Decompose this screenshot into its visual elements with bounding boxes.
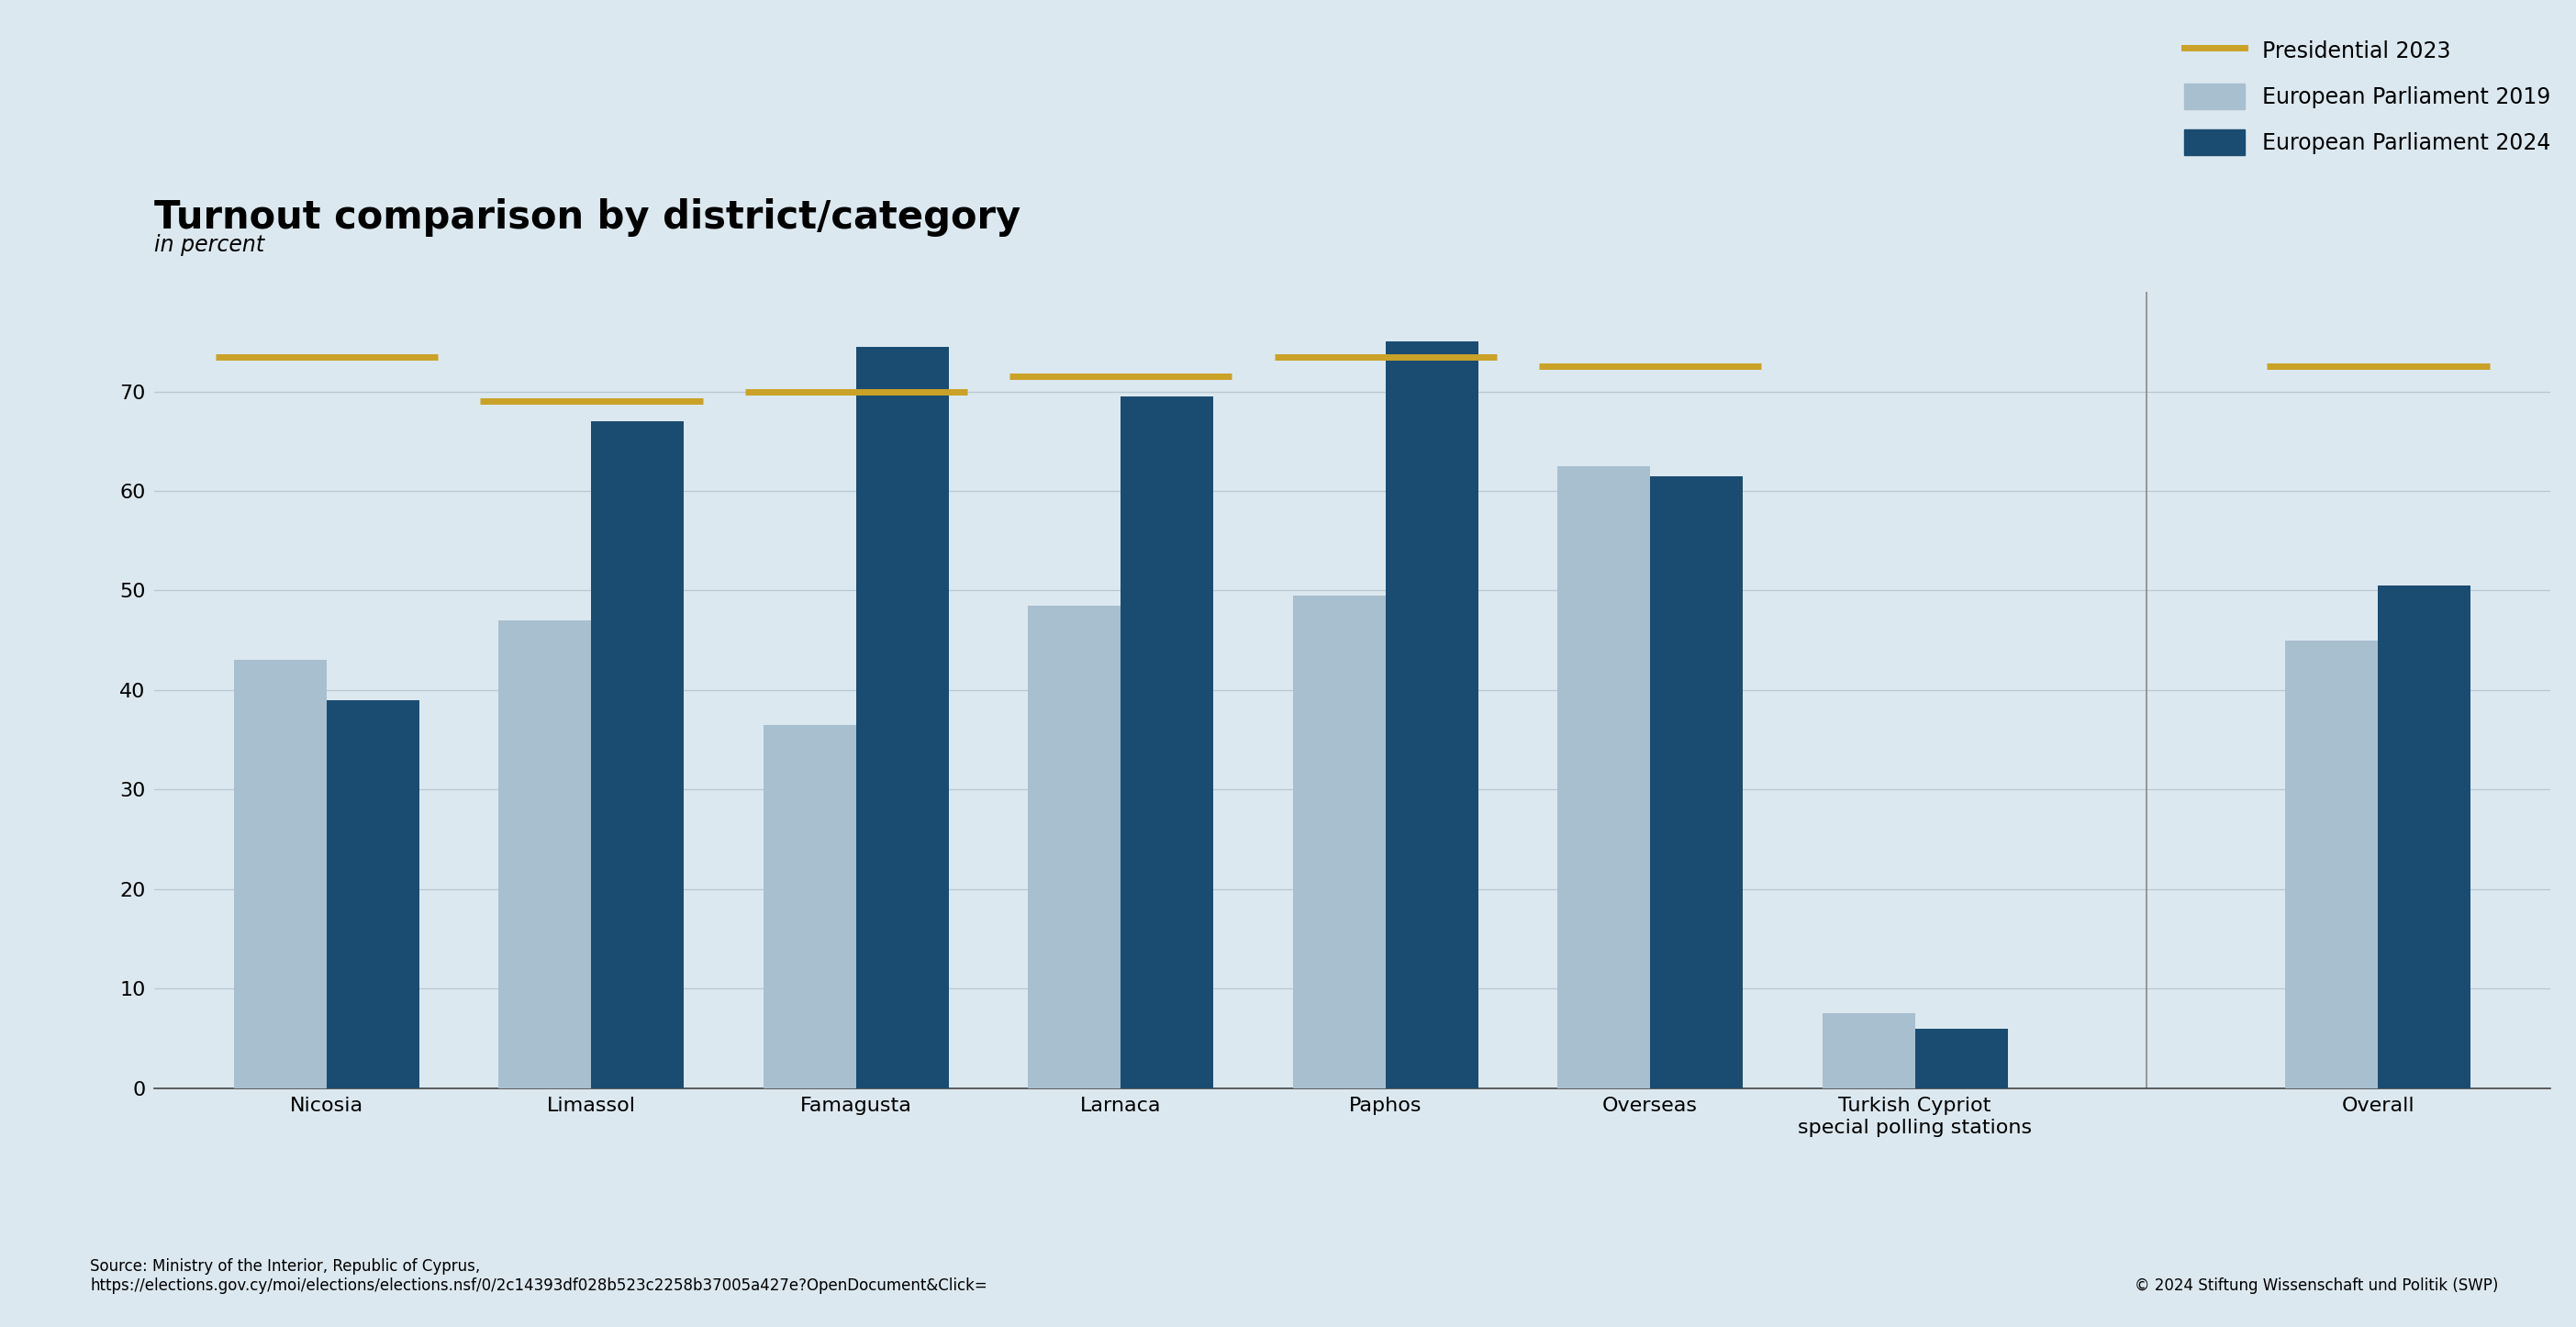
Bar [855, 346, 948, 1088]
Bar [1914, 1028, 2007, 1088]
Text: in percent: in percent [155, 235, 265, 256]
Text: © 2024 Stiftung Wissenschaft und Politik (SWP): © 2024 Stiftung Wissenschaft und Politik… [2136, 1278, 2499, 1294]
Legend: Presidential 2023, European Parliament 2019, European Parliament 2024: Presidential 2023, European Parliament 2… [2184, 37, 2550, 155]
Bar [2378, 585, 2470, 1088]
Bar [1028, 605, 1121, 1088]
Bar [2285, 640, 2378, 1088]
Bar [592, 422, 685, 1088]
Bar [327, 701, 420, 1088]
Bar [1558, 466, 1651, 1088]
Text: Turnout comparison by district/category: Turnout comparison by district/category [155, 198, 1020, 236]
Bar [1293, 596, 1386, 1088]
Bar [1821, 1014, 1914, 1088]
Bar [1651, 476, 1744, 1088]
Bar [234, 660, 327, 1088]
Bar [1386, 341, 1479, 1088]
Text: Source: Ministry of the Interior, Republic of Cyprus,
https://elections.gov.cy/m: Source: Ministry of the Interior, Republ… [90, 1258, 987, 1294]
Bar [500, 620, 592, 1088]
Bar [762, 725, 855, 1088]
Bar [1121, 397, 1213, 1088]
